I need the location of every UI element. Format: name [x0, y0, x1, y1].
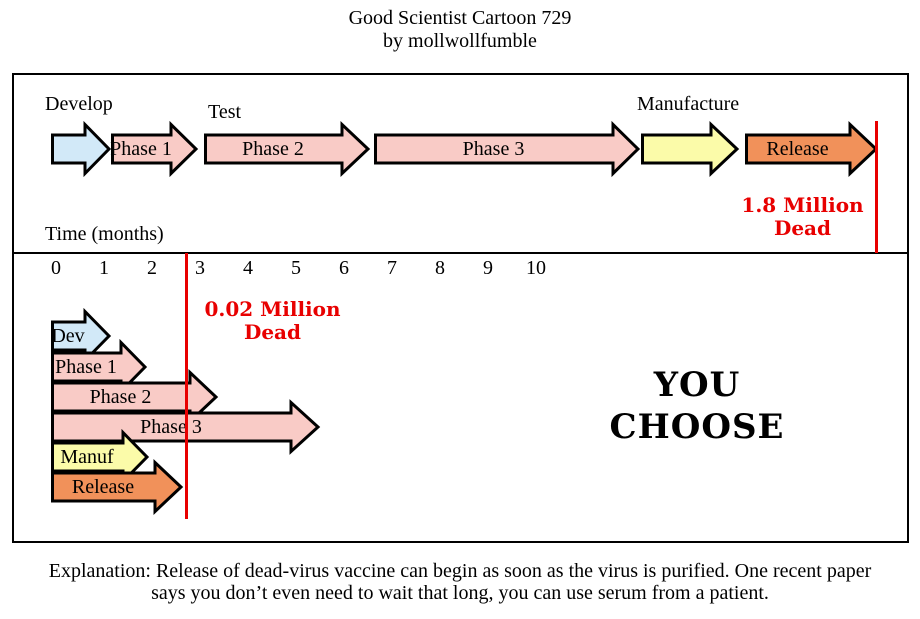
top-deadline-marker — [875, 121, 878, 253]
axis-tick-2: 2 — [147, 257, 157, 279]
top-phase1-arrow-icon: Phase 1 — [110, 120, 199, 178]
title-line-1: Good Scientist Cartoon 729 — [348, 7, 572, 29]
top-phase2-arrow-icon: Phase 2 — [204, 121, 371, 177]
bottom-death-toll-line2: Dead — [243, 320, 301, 344]
bottom-phase2-arrow-icon: Phase 2 — [51, 369, 219, 425]
bottom-release-arrow-icon: Release — [51, 459, 184, 515]
axis-tick-3: 3 — [195, 257, 205, 279]
bottom-phase1-label: Phase 1 — [55, 355, 117, 378]
explanation-line2: says you don’t even need to wait that lo… — [151, 582, 769, 604]
bottom-release-label: Release — [71, 475, 135, 498]
timeline-divider — [12, 252, 909, 254]
axis-tick-9: 9 — [483, 257, 493, 279]
top-death-toll-line1: 1.8 Million — [741, 193, 864, 217]
axis-tick-6: 6 — [339, 257, 349, 279]
top-phase2-label: Phase 2 — [242, 137, 304, 160]
you-choose-line1: YOU — [653, 365, 741, 405]
bottom-deadline-marker — [185, 253, 188, 519]
bottom-death-toll: 0.02 Million Dead — [185, 298, 360, 344]
bottom-phase1-arrow-icon: Phase 1 — [51, 338, 148, 396]
axis-tick-1: 1 — [99, 257, 109, 279]
axis-tick-7: 7 — [387, 257, 397, 279]
develop-stage-label: Develop — [45, 93, 113, 115]
axis-tick-10: 10 — [526, 257, 546, 279]
axis-tick-5: 5 — [291, 257, 301, 279]
bottom-death-toll-line1: 0.02 Million — [204, 297, 341, 321]
bottom-phase2-label: Phase 2 — [89, 385, 152, 408]
top-phase1-label: Phase 1 — [110, 137, 172, 160]
axis-tick-4: 4 — [243, 257, 253, 279]
bottom-dev-arrow-icon: Dev — [51, 307, 112, 365]
bottom-manuf-arrow-icon: Manuf — [51, 428, 150, 486]
top-phase3-label: Phase 3 — [462, 137, 525, 160]
top-manufacture-arrow-icon — [641, 121, 740, 177]
top-death-toll-line2: Dead — [773, 216, 831, 240]
you-choose-line2: CHOOSE — [609, 407, 785, 447]
manufacture-stage-label: Manufacture — [637, 93, 740, 115]
top-death-toll: 1.8 Million Dead — [715, 194, 890, 240]
bottom-manuf-label: Manuf — [60, 445, 114, 468]
top-phase3-arrow-icon: Phase 3 — [374, 120, 641, 178]
page-title: Good Scientist Cartoon 729 by mollwollfu… — [0, 7, 920, 53]
time-axis-label: Time (months) — [45, 223, 164, 245]
axis-tick-0: 0 — [51, 257, 61, 279]
top-release-arrow-icon: Release — [745, 121, 879, 177]
diagram-frame — [12, 73, 909, 543]
top-release-label: Release — [766, 137, 829, 160]
axis-tick-8: 8 — [435, 257, 445, 279]
explanation-line1: Explanation: Release of dead-virus vacci… — [48, 560, 872, 582]
title-line-2: by mollwollfumble — [383, 30, 537, 52]
top-develop-arrow-icon — [51, 120, 112, 178]
test-stage-label: Test — [208, 101, 242, 123]
you-choose-text: YOU CHOOSE — [572, 364, 822, 448]
bottom-dev-label: Dev — [51, 324, 85, 347]
explanation-text: Explanation: Release of dead-virus vacci… — [0, 560, 920, 604]
